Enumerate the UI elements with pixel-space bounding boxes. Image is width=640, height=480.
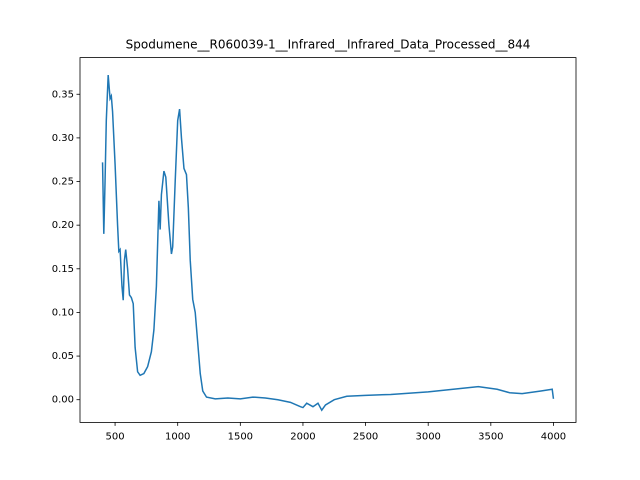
y-tick-label: 0.30 xyxy=(52,133,74,144)
y-tick-label: 0.05 xyxy=(52,351,74,362)
plot-frame xyxy=(79,57,577,423)
y-tick-label: 0.35 xyxy=(52,89,74,100)
chart-title: Spodumene__R060039-1__Infrared__Infrared… xyxy=(126,38,531,52)
x-tick-label: 500 xyxy=(106,431,125,442)
y-tick-label: 0.20 xyxy=(52,220,74,231)
x-tick-label: 2000 xyxy=(290,431,315,442)
x-tick-label: 2500 xyxy=(353,431,378,442)
x-tick-label: 4000 xyxy=(541,431,566,442)
y-tick-label: 0.00 xyxy=(52,395,74,406)
data-line xyxy=(101,74,555,412)
y-tick-label: 0.15 xyxy=(52,264,74,275)
y-tick-label: 0.25 xyxy=(52,177,74,188)
x-tick-label: 1000 xyxy=(165,431,190,442)
x-tick-label: 3500 xyxy=(478,431,503,442)
x-tick-label: 3000 xyxy=(415,431,440,442)
x-tick-label: 1500 xyxy=(228,431,253,442)
y-tick-label: 0.10 xyxy=(52,307,74,318)
